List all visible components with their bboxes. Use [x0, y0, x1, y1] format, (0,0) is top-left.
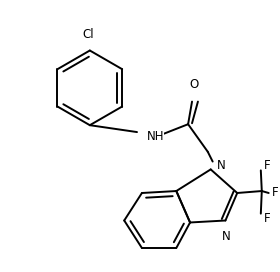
Text: Cl: Cl: [82, 28, 94, 41]
Text: O: O: [189, 78, 199, 91]
Text: N: N: [222, 230, 231, 243]
Text: F: F: [272, 187, 278, 199]
Text: F: F: [264, 212, 270, 225]
Text: F: F: [264, 159, 270, 172]
Text: NH: NH: [147, 131, 164, 144]
Text: N: N: [217, 159, 225, 172]
